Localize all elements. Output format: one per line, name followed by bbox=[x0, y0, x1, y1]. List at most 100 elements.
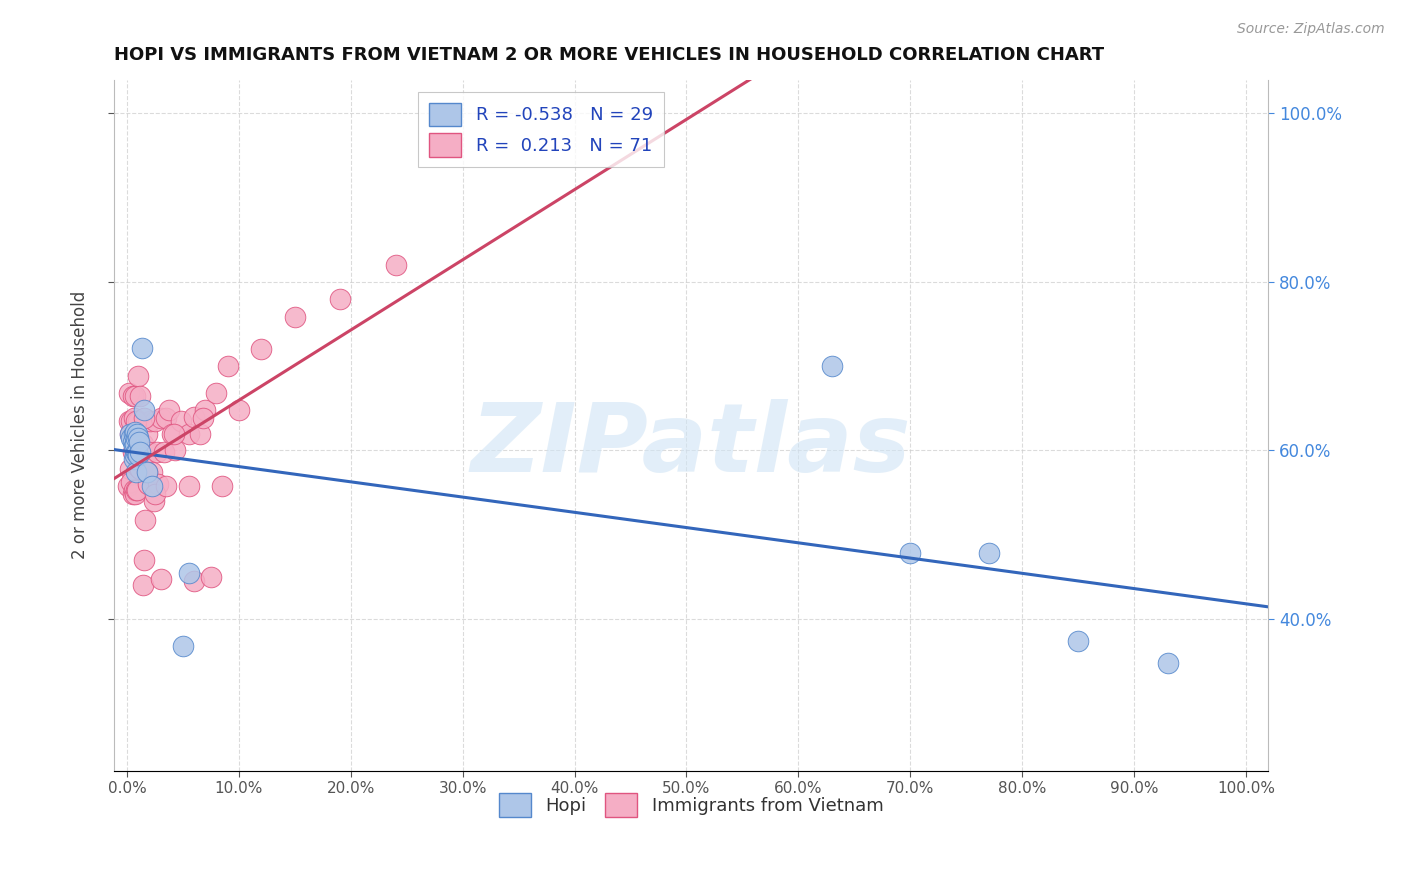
Point bbox=[125, 445, 148, 459]
Text: ZIPatlas: ZIPatlas bbox=[471, 400, 911, 492]
Point bbox=[146, 445, 169, 459]
Point bbox=[160, 426, 183, 441]
Point bbox=[138, 445, 160, 459]
Point bbox=[127, 431, 149, 445]
Point bbox=[120, 475, 142, 489]
Point bbox=[136, 426, 159, 441]
Point bbox=[124, 487, 146, 501]
Point bbox=[821, 359, 844, 374]
Point bbox=[170, 414, 193, 428]
Point bbox=[141, 479, 163, 493]
Legend: Hopi, Immigrants from Vietnam: Hopi, Immigrants from Vietnam bbox=[491, 786, 890, 824]
Point bbox=[250, 343, 273, 357]
Point bbox=[177, 479, 200, 493]
Point bbox=[122, 483, 145, 497]
Point bbox=[124, 448, 146, 462]
Point bbox=[384, 258, 406, 272]
Point bbox=[128, 435, 150, 450]
Point bbox=[191, 411, 214, 425]
Point bbox=[200, 570, 222, 584]
Point bbox=[977, 546, 1000, 560]
Text: HOPI VS IMMIGRANTS FROM VIETNAM 2 OR MORE VEHICLES IN HOUSEHOLD CORRELATION CHAR: HOPI VS IMMIGRANTS FROM VIETNAM 2 OR MOR… bbox=[114, 46, 1104, 64]
Point bbox=[159, 403, 181, 417]
Text: Source: ZipAtlas.com: Source: ZipAtlas.com bbox=[1237, 22, 1385, 37]
Point bbox=[188, 426, 211, 441]
Point bbox=[125, 436, 148, 450]
Point bbox=[120, 462, 142, 476]
Point bbox=[172, 639, 194, 653]
Point bbox=[124, 425, 146, 439]
Point bbox=[136, 465, 159, 479]
Point bbox=[122, 426, 145, 441]
Point bbox=[211, 479, 233, 493]
Point bbox=[125, 483, 148, 497]
Point bbox=[1156, 656, 1178, 670]
Point bbox=[153, 445, 176, 459]
Point bbox=[131, 445, 153, 459]
Point bbox=[143, 487, 166, 501]
Point bbox=[121, 445, 143, 459]
Point bbox=[118, 414, 141, 428]
Point bbox=[120, 431, 142, 445]
Point bbox=[149, 411, 172, 425]
Point bbox=[127, 414, 149, 428]
Point bbox=[131, 578, 153, 592]
Point bbox=[120, 426, 142, 441]
Point bbox=[121, 487, 143, 501]
Point bbox=[129, 462, 152, 476]
Y-axis label: 2 or more Vehicles in Household: 2 or more Vehicles in Household bbox=[72, 291, 89, 559]
Point bbox=[329, 292, 352, 306]
Point bbox=[132, 411, 155, 425]
Point bbox=[143, 414, 166, 428]
Point bbox=[139, 414, 162, 428]
Point bbox=[125, 431, 148, 445]
Point bbox=[129, 389, 152, 403]
Point bbox=[134, 512, 156, 526]
Point bbox=[125, 414, 148, 428]
Point bbox=[131, 436, 153, 450]
Point bbox=[142, 494, 165, 508]
Point bbox=[124, 389, 146, 403]
Point bbox=[125, 483, 148, 497]
Point bbox=[898, 546, 921, 560]
Point bbox=[155, 411, 177, 425]
Point bbox=[127, 369, 149, 384]
Point bbox=[194, 403, 217, 417]
Point bbox=[125, 445, 148, 459]
Point bbox=[177, 426, 200, 441]
Point bbox=[183, 409, 205, 424]
Point bbox=[136, 477, 159, 491]
Point bbox=[177, 566, 200, 580]
Point bbox=[148, 477, 170, 491]
Point bbox=[125, 445, 148, 459]
Point bbox=[141, 465, 163, 479]
Point bbox=[131, 341, 153, 355]
Point bbox=[217, 359, 239, 374]
Point bbox=[127, 448, 149, 462]
Point bbox=[136, 465, 159, 479]
Point bbox=[125, 466, 148, 480]
Point bbox=[121, 435, 143, 450]
Point bbox=[1067, 634, 1090, 648]
Point bbox=[135, 445, 157, 459]
Point bbox=[128, 445, 150, 459]
Point bbox=[129, 445, 152, 459]
Point bbox=[205, 386, 228, 401]
Point bbox=[127, 460, 149, 475]
Point bbox=[124, 436, 146, 450]
Point bbox=[149, 572, 172, 586]
Point bbox=[165, 443, 187, 458]
Point bbox=[122, 411, 145, 425]
Point bbox=[284, 310, 307, 325]
Point bbox=[118, 386, 141, 401]
Point bbox=[120, 426, 142, 441]
Point bbox=[183, 574, 205, 588]
Point bbox=[163, 426, 186, 441]
Point bbox=[155, 479, 177, 493]
Point bbox=[125, 426, 148, 441]
Point bbox=[117, 479, 139, 493]
Point bbox=[120, 414, 142, 428]
Point bbox=[132, 553, 155, 567]
Point bbox=[228, 403, 250, 417]
Point bbox=[122, 451, 145, 466]
